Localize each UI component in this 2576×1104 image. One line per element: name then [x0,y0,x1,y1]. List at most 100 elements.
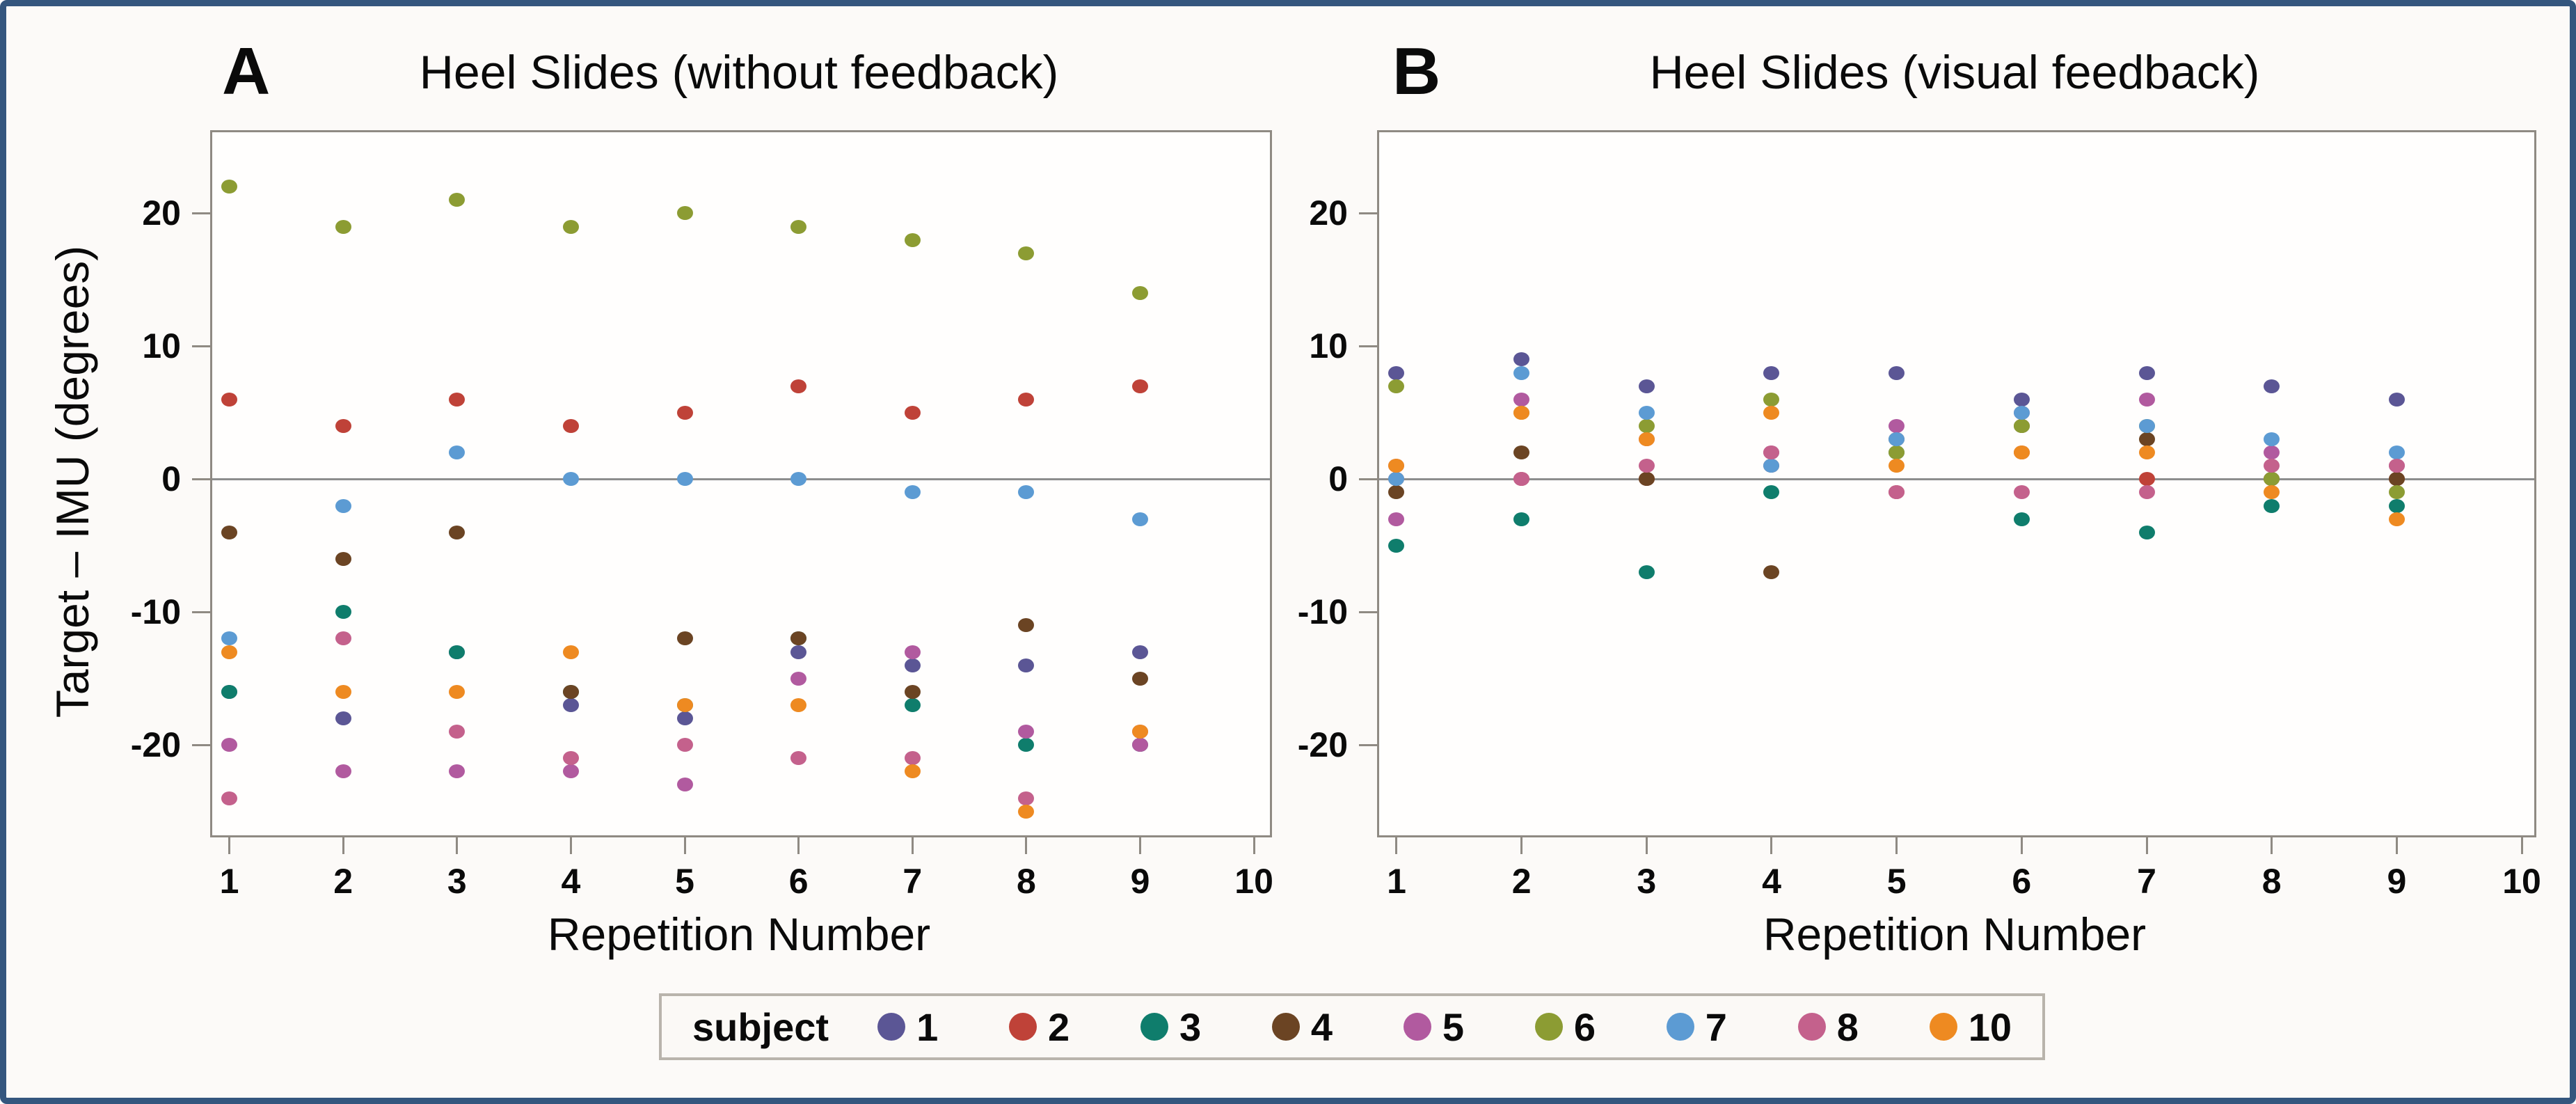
data-point [2388,445,2405,460]
x-axis-title-a: Repetition Number [547,908,931,960]
x-axis-tick-label: 7 [2137,862,2156,901]
data-point [1388,538,1405,553]
data-point [2138,365,2155,380]
data-point [1388,512,1405,526]
x-axis-tick [2520,837,2523,854]
x-axis-tick [1520,837,1523,854]
data-point [790,645,807,659]
data-point [335,684,351,699]
y-axis-tick-label: -10 [130,592,181,632]
x-axis-tick-label: 5 [1886,862,1907,901]
y-axis-tick [192,610,210,613]
data-point [2264,432,2280,447]
y-axis-tick [1359,743,1377,746]
y-axis-tick-label: 10 [1309,326,1348,366]
data-point [676,711,693,725]
x-axis-tick [1138,837,1141,854]
data-point [2264,459,2280,473]
legend-marker-icon [1666,1013,1694,1041]
y-axis-tick [192,345,210,347]
x-axis-tick-label: 6 [2012,862,2032,901]
data-point [2013,392,2030,407]
y-axis-tick [192,212,210,214]
data-point [2013,445,2030,460]
data-point [2264,498,2280,513]
y-axis-tick [1359,610,1377,613]
data-point [2388,498,2405,513]
data-point [1513,512,1530,526]
legend-entry-label: 10 [1968,1004,2012,1049]
x-axis-tick-label: 2 [1511,862,1532,901]
data-point [1889,432,1905,447]
y-axis-tick [1359,212,1377,214]
data-point [2138,432,2155,447]
data-point [449,193,466,207]
legend-entry-label: 2 [1048,1004,1070,1049]
x-axis-tick [569,837,572,854]
x-axis-tick [2395,837,2398,854]
data-point [790,379,807,393]
data-point [221,631,238,646]
y-axis-tick [192,743,210,746]
legend-marker-icon [1403,1013,1431,1041]
data-point [676,472,693,487]
x-axis-tick-label: 9 [1130,862,1150,901]
data-point [2388,472,2405,487]
data-point [2388,392,2405,407]
data-point [904,645,921,659]
data-point [676,631,693,646]
x-axis-tick-label: 4 [1762,862,1781,901]
legend-entry-label: 3 [1179,1004,1202,1049]
data-point [1388,379,1405,393]
legend-entry-3: 3 [1140,1004,1201,1050]
data-point [449,645,466,659]
x-axis-tick-label: 3 [1637,862,1657,901]
data-point [335,551,351,566]
legend-marker-icon [877,1013,906,1041]
x-axis-tick [228,837,231,854]
data-point [1131,645,1148,659]
data-point [2013,485,2030,500]
x-axis-tick-label: 3 [447,862,467,901]
data-point [790,631,807,646]
x-axis-tick-label: 4 [561,862,581,901]
data-point [1638,405,1655,420]
data-point [221,738,238,752]
data-point [221,525,238,539]
data-point [2264,379,2280,393]
data-point [1018,658,1035,672]
data-point [449,392,466,407]
data-point [2388,459,2405,473]
data-point [2388,512,2405,526]
data-point [1763,565,1780,579]
data-point [1763,459,1780,473]
data-point [2013,405,2030,420]
data-point [1018,804,1035,819]
data-point [335,418,351,433]
data-point [1131,512,1148,526]
data-point [1131,725,1148,739]
data-point [562,764,579,779]
data-point [904,751,921,766]
data-point [2013,512,2030,526]
data-point [1388,459,1405,473]
x-axis-tick [1253,837,1255,854]
data-point [1131,379,1148,393]
legend-marker-icon [1271,1013,1300,1041]
data-point [790,671,807,686]
data-point [1638,379,1655,393]
data-point [1889,459,1905,473]
data-point [2138,418,2155,433]
legend-marker-icon [1009,1013,1037,1041]
legend-entry-label: 5 [1442,1004,1465,1049]
data-point [221,392,238,407]
data-point [1889,485,1905,500]
data-point [2013,418,2030,433]
data-point [790,219,807,234]
data-point [1889,445,1905,460]
data-point [904,684,921,699]
data-point [2138,445,2155,460]
data-point [1388,472,1405,487]
data-point [335,219,351,234]
data-point [1889,365,1905,380]
